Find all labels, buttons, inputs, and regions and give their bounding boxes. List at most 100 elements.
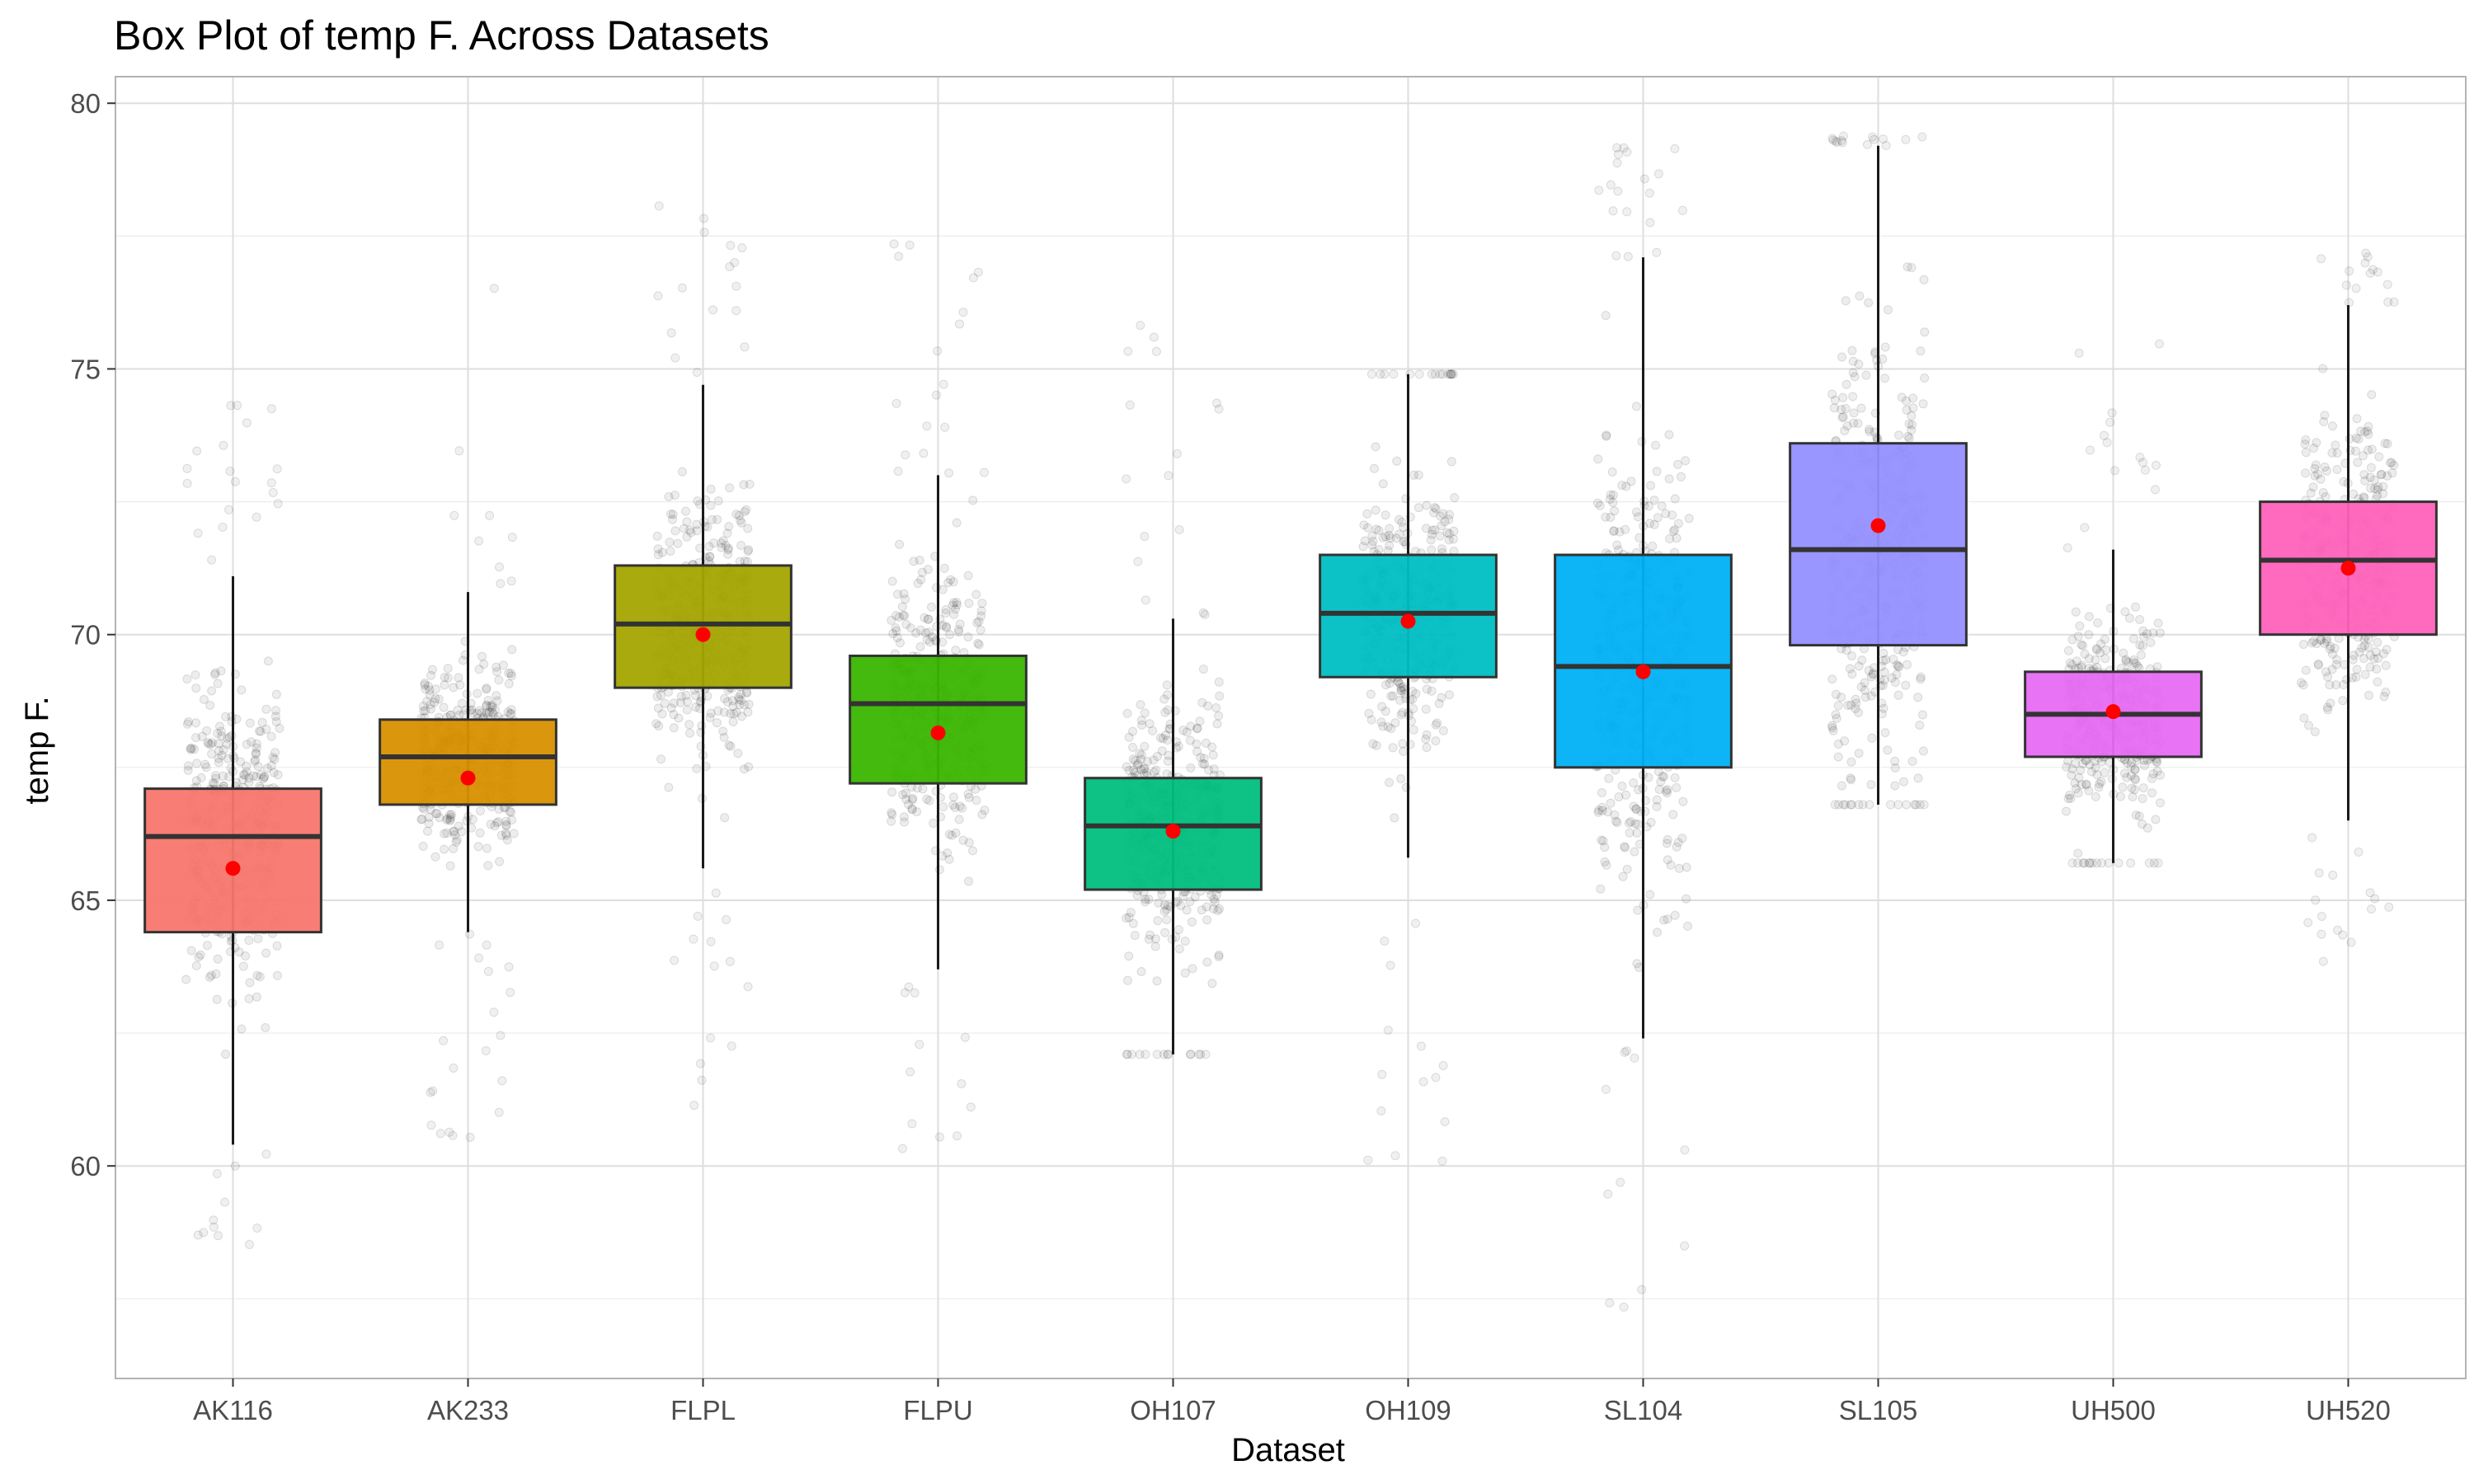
outlier-point	[209, 1222, 219, 1232]
jitter-point	[1386, 724, 1396, 734]
jitter-point	[222, 740, 232, 749]
y-axis-title: temp F.	[19, 696, 55, 804]
mean-point-uh520	[2340, 561, 2356, 576]
outlier-point	[1846, 800, 1856, 810]
outlier-point	[897, 1144, 907, 1153]
jitter-point	[1367, 540, 1377, 550]
jitter-point	[205, 701, 215, 710]
jitter-point	[1856, 682, 1866, 692]
jitter-point	[259, 773, 269, 782]
outlier-point	[444, 1127, 454, 1137]
jitter-point	[443, 814, 453, 824]
outlier-point	[689, 934, 698, 944]
jitter-point	[2349, 650, 2359, 660]
jitter-point	[1840, 736, 1850, 746]
outlier-point	[482, 940, 492, 950]
jitter-point	[2354, 434, 2363, 444]
jitter-point	[1831, 689, 1841, 699]
jitter-point	[2063, 756, 2073, 766]
jitter-point	[941, 622, 951, 632]
jitter-point	[1672, 782, 1681, 792]
jitter-point	[476, 806, 485, 816]
outlier-point	[919, 448, 929, 458]
jitter-point	[657, 547, 667, 557]
jitter-point	[722, 528, 732, 538]
jitter-point	[728, 702, 738, 711]
jitter-point	[673, 538, 683, 548]
outlier-point	[922, 421, 932, 431]
outlier-point	[507, 533, 517, 542]
jitter-point	[1397, 517, 1407, 527]
jitter-point	[901, 788, 910, 798]
jitter-point	[1624, 818, 1634, 828]
jitter-point	[221, 1050, 230, 1059]
jitter-point	[1827, 723, 1837, 733]
jitter-point	[2119, 648, 2128, 658]
jitter-point	[248, 771, 258, 781]
outlier-point	[2102, 438, 2112, 448]
outlier-point	[894, 251, 904, 261]
jitter-point	[1595, 500, 1605, 510]
jitter-point	[1916, 346, 1926, 356]
jitter-point	[1674, 863, 1684, 873]
jitter-point	[677, 467, 687, 477]
outlier-point	[670, 353, 680, 363]
jitter-point	[262, 763, 272, 773]
jitter-point	[1192, 724, 1202, 734]
jitter-point	[1593, 807, 1603, 817]
outlier-point	[1833, 800, 1843, 810]
jitter-point	[1899, 777, 1908, 787]
outlier-point	[1622, 147, 1632, 157]
outlier-point	[506, 988, 515, 998]
jitter-point	[721, 541, 731, 551]
jitter-point	[442, 829, 452, 838]
y-tick-label-70: 70	[70, 620, 101, 650]
jitter-point	[898, 790, 908, 800]
outlier-point	[2365, 268, 2375, 278]
jitter-point	[2139, 632, 2148, 641]
jitter-point	[657, 709, 667, 719]
outlier-point	[1212, 398, 1221, 408]
jitter-point	[2352, 665, 2362, 674]
jitter-point	[1681, 894, 1691, 904]
outlier-point	[1670, 143, 1680, 153]
box-flpu	[849, 654, 1028, 785]
jitter-point	[1611, 816, 1620, 826]
outlier-point	[474, 536, 484, 546]
jitter-point	[452, 835, 462, 845]
jitter-point	[1620, 843, 1630, 852]
jitter-point	[2075, 621, 2085, 631]
jitter-point	[1368, 537, 1378, 547]
jitter-point	[744, 762, 754, 772]
outlier-point	[907, 1119, 917, 1129]
outlier-point	[218, 522, 228, 532]
jitter-point	[743, 524, 753, 533]
jitter-point	[1422, 684, 1432, 694]
jitter-point	[1920, 373, 1930, 383]
jitter-point	[1136, 967, 1146, 976]
jitter-point	[1606, 513, 1616, 522]
jitter-point	[270, 711, 280, 721]
jitter-point	[949, 609, 959, 619]
jitter-point	[446, 812, 456, 822]
jitter-point	[1868, 669, 1878, 679]
outlier-point	[2114, 858, 2124, 868]
jitter-point	[424, 819, 434, 829]
jitter-point	[968, 495, 978, 505]
jitter-point	[1644, 501, 1653, 511]
jitter-point	[1391, 533, 1401, 543]
jitter-point	[924, 796, 934, 805]
jitter-point	[420, 679, 430, 688]
outlier-point	[2354, 848, 2363, 857]
jitter-point	[1140, 741, 1150, 751]
jitter-point	[1659, 915, 1669, 925]
jitter-point	[664, 687, 673, 697]
jitter-point	[1151, 765, 1161, 775]
outlier-point	[1612, 158, 1622, 168]
jitter-point	[218, 771, 228, 781]
jitter-point	[974, 640, 984, 650]
jitter-point	[256, 770, 266, 780]
jitter-point	[208, 778, 218, 788]
jitter-point	[692, 526, 702, 536]
outlier-point	[708, 305, 717, 315]
